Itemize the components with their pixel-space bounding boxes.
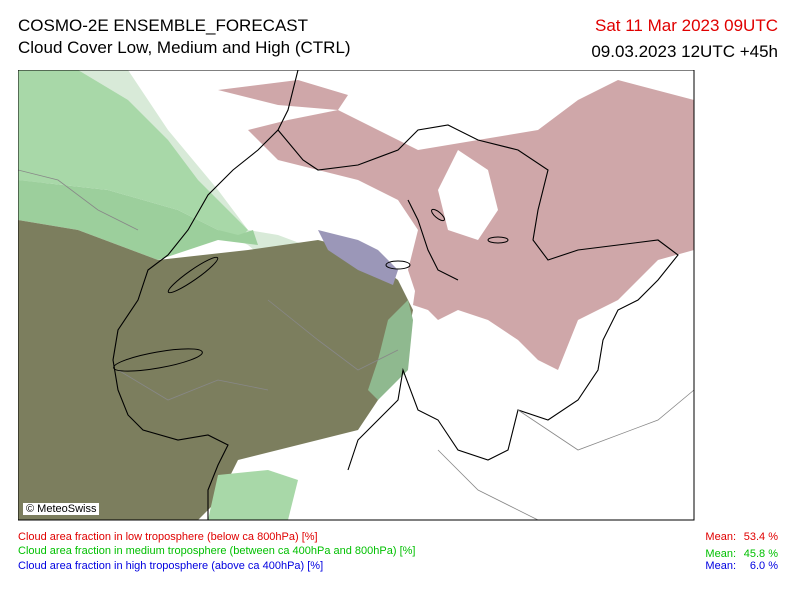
legend-medium: Cloud area fraction in medium tropospher… — [18, 545, 416, 557]
mean-value: 45.8 % — [743, 548, 778, 560]
lakes — [113, 208, 509, 372]
valid-time: Sat 11 Mar 2023 09UTC — [595, 16, 778, 35]
title: COSMO-2E ENSEMBLE_FORECAST — [18, 16, 309, 35]
cloud-medium-south — [208, 470, 298, 520]
legend-high: Cloud area fraction in high troposphere … — [18, 560, 324, 572]
cloud-medium-2 — [18, 180, 258, 260]
cantons — [18, 169, 695, 521]
cloud-medium — [18, 70, 248, 240]
mean-value: 6.0 % — [749, 560, 778, 572]
clear-patch — [438, 150, 498, 240]
mean-label: Mean: — [705, 531, 736, 543]
cloud-low-2 — [218, 80, 348, 110]
map-frame — [18, 70, 695, 521]
run-time: 09.03.2023 12UTC +45h — [591, 42, 778, 61]
cloud-overlap — [18, 220, 413, 520]
map — [18, 70, 695, 521]
mean-label: Mean: — [705, 560, 736, 572]
subtitle: Cloud Cover Low, Medium and High (CTRL) — [18, 38, 351, 57]
copyright: © MeteoSwiss — [23, 503, 100, 515]
mean-value: 53.4 % — [743, 531, 778, 543]
borders — [112, 70, 679, 520]
mean-label: Mean: — [705, 548, 736, 560]
cloud-high — [318, 230, 398, 285]
legend-low: Cloud area fraction in low troposphere (… — [18, 531, 318, 543]
cloud-low-3 — [413, 270, 438, 310]
